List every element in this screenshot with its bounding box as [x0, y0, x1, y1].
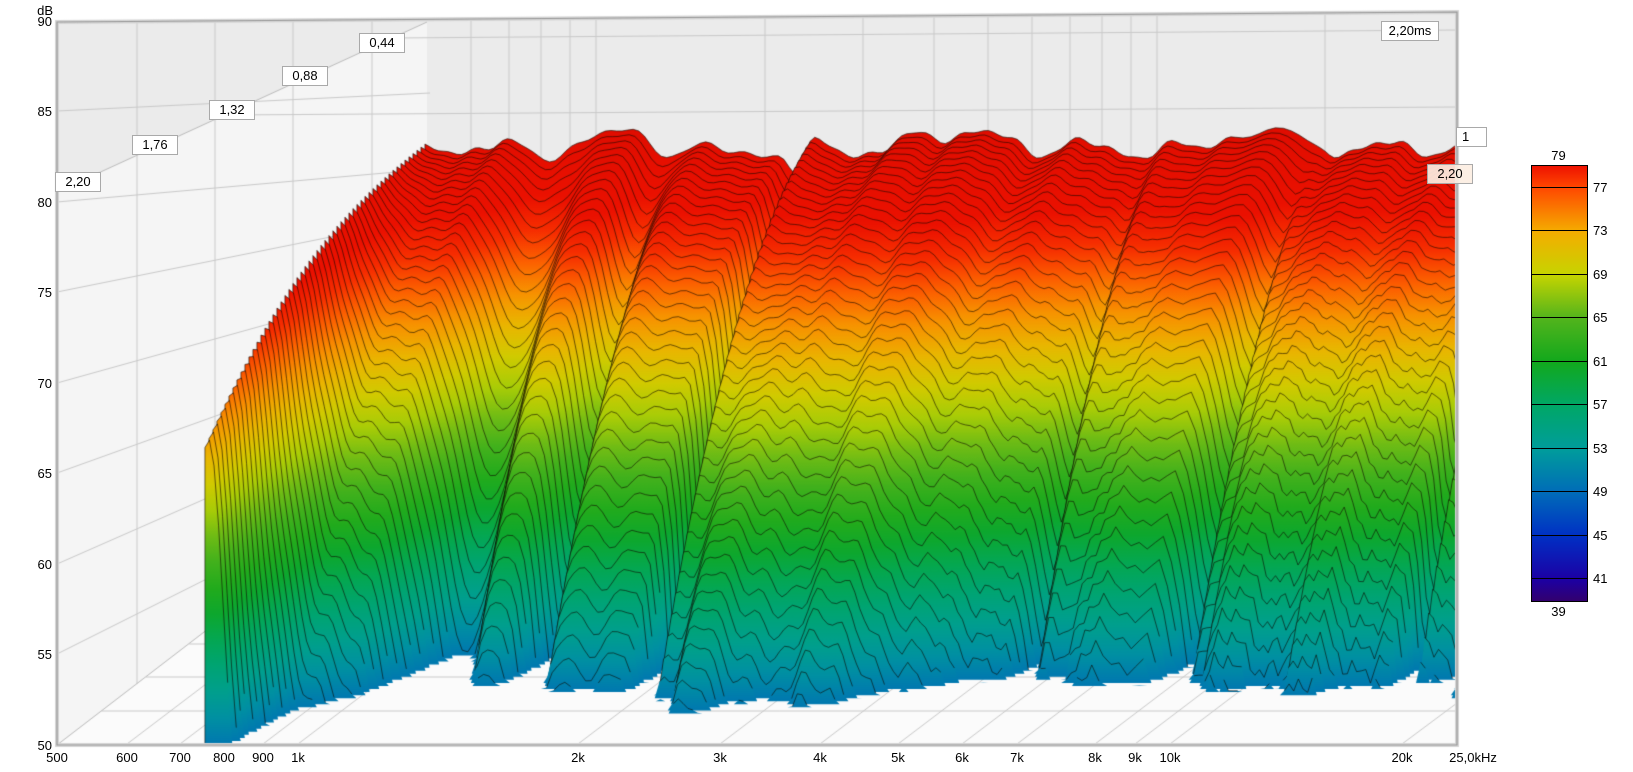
time-label-1,32: 1,32 — [209, 100, 255, 120]
x-axis-tick-500: 500 — [46, 750, 68, 765]
colorbar-boundary-61 — [1531, 361, 1588, 362]
y-axis-unit-label: dB — [37, 3, 53, 18]
colorbar-tick-41: 41 — [1593, 571, 1608, 586]
time-range-badge: 2,20ms — [1381, 21, 1439, 41]
x-axis-tick-600: 600 — [116, 750, 138, 765]
x-axis-tick-3000: 3k — [713, 750, 727, 765]
clipped-time-label: 1 — [1456, 127, 1487, 147]
time-label-0,88: 0,88 — [282, 66, 328, 86]
x-axis-tick-25000: 25,0kHz — [1449, 750, 1497, 765]
x-axis-tick-8000: 8k — [1088, 750, 1102, 765]
y-axis-tick-55: 55 — [37, 647, 52, 662]
colorbar-boundary-65 — [1531, 317, 1588, 318]
x-axis-tick-20000: 20k — [1391, 750, 1413, 765]
y-axis-tick-70: 70 — [37, 376, 52, 391]
x-axis-tick-900: 900 — [252, 750, 274, 765]
colorbar-boundary-41 — [1531, 578, 1588, 579]
time-axis-right-label: 2,20 — [1427, 164, 1473, 184]
x-axis-tick-10000: 10k — [1159, 750, 1181, 765]
y-axis-tick-60: 60 — [37, 557, 52, 572]
colorbar-min-label: 39 — [1551, 604, 1566, 619]
y-axis-tick-65: 65 — [37, 466, 52, 481]
colorbar-boundary-77 — [1531, 187, 1588, 188]
x-axis-tick-700: 700 — [169, 750, 191, 765]
colorbar-boundary-45 — [1531, 535, 1588, 536]
colorbar-tick-49: 49 — [1593, 484, 1608, 499]
y-axis-tick-80: 80 — [37, 195, 52, 210]
colorbar-tick-65: 65 — [1593, 310, 1608, 325]
colorbar-tick-61: 61 — [1593, 354, 1608, 369]
x-axis-tick-9000: 9k — [1128, 750, 1142, 765]
colorbar-tick-77: 77 — [1593, 180, 1608, 195]
y-axis-tick-50: 50 — [37, 738, 52, 753]
colorbar-tick-69: 69 — [1593, 267, 1608, 282]
color-scale-bar — [1531, 165, 1588, 602]
y-axis-tick-90: 90 — [37, 14, 52, 29]
x-axis-tick-2000: 2k — [571, 750, 585, 765]
colorbar-tick-73: 73 — [1593, 223, 1608, 238]
colorbar-boundary-73 — [1531, 230, 1588, 231]
colorbar-tick-57: 57 — [1593, 397, 1608, 412]
x-axis-tick-1000: 1k — [291, 750, 305, 765]
y-axis-tick-75: 75 — [37, 285, 52, 300]
colorbar-boundary-49 — [1531, 491, 1588, 492]
colorbar-max-label: 79 — [1551, 148, 1566, 163]
time-label-0,44: 0,44 — [359, 33, 405, 53]
colorbar-boundary-69 — [1531, 274, 1588, 275]
x-axis-tick-4000: 4k — [813, 750, 827, 765]
x-axis-tick-5000: 5k — [891, 750, 905, 765]
x-axis-tick-6000: 6k — [955, 750, 969, 765]
colorbar-boundary-53 — [1531, 448, 1588, 449]
x-axis-tick-7000: 7k — [1010, 750, 1024, 765]
y-axis-tick-85: 85 — [37, 104, 52, 119]
time-label-2,20: 2,20 — [55, 172, 101, 192]
colorbar-boundary-57 — [1531, 404, 1588, 405]
x-axis-tick-800: 800 — [213, 750, 235, 765]
colorbar-tick-45: 45 — [1593, 528, 1608, 543]
colorbar-tick-53: 53 — [1593, 441, 1608, 456]
time-label-1,76: 1,76 — [132, 135, 178, 155]
